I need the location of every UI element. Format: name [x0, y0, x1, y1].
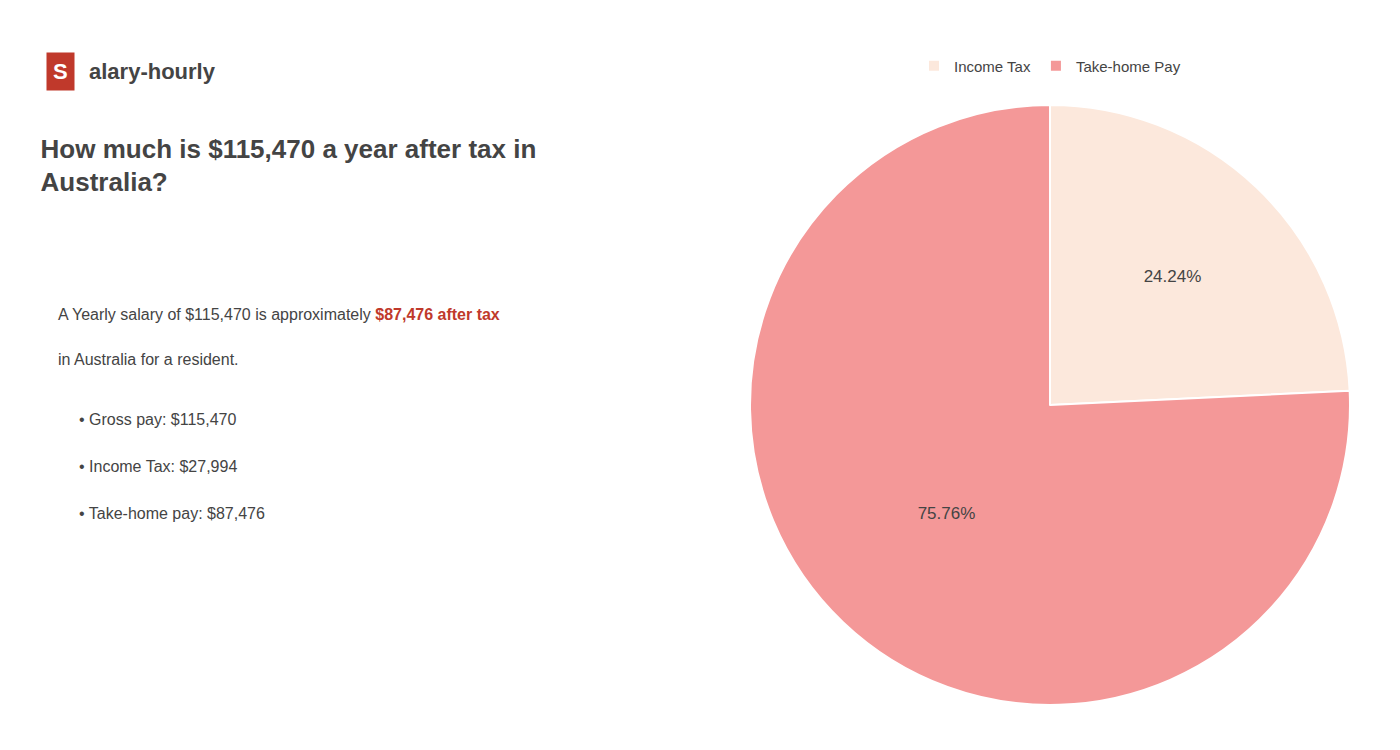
svg-text:Income Tax: Income Tax [954, 58, 1031, 75]
svg-text:How much is $115,470 a year af: How much is $115,470 a year after tax in… [41, 134, 537, 198]
svg-text:alary-hourly: alary-hourly [89, 59, 216, 84]
svg-text:A Yearly salary of $115,470 is: A Yearly salary of $115,470 is approxima… [58, 306, 500, 323]
svg-text:S: S [53, 59, 68, 84]
svg-text:• Income Tax: $27,994: • Income Tax: $27,994 [79, 458, 237, 475]
svg-text:• Gross pay: $115,470: • Gross pay: $115,470 [79, 411, 237, 428]
svg-text:24.24%: 24.24% [1144, 267, 1202, 286]
svg-text:75.76%: 75.76% [918, 504, 976, 523]
svg-text:in Australia for a resident.: in Australia for a resident. [58, 351, 239, 368]
svg-text:• Take-home pay: $87,476: • Take-home pay: $87,476 [79, 505, 265, 522]
svg-text:Take-home Pay: Take-home Pay [1076, 58, 1181, 75]
